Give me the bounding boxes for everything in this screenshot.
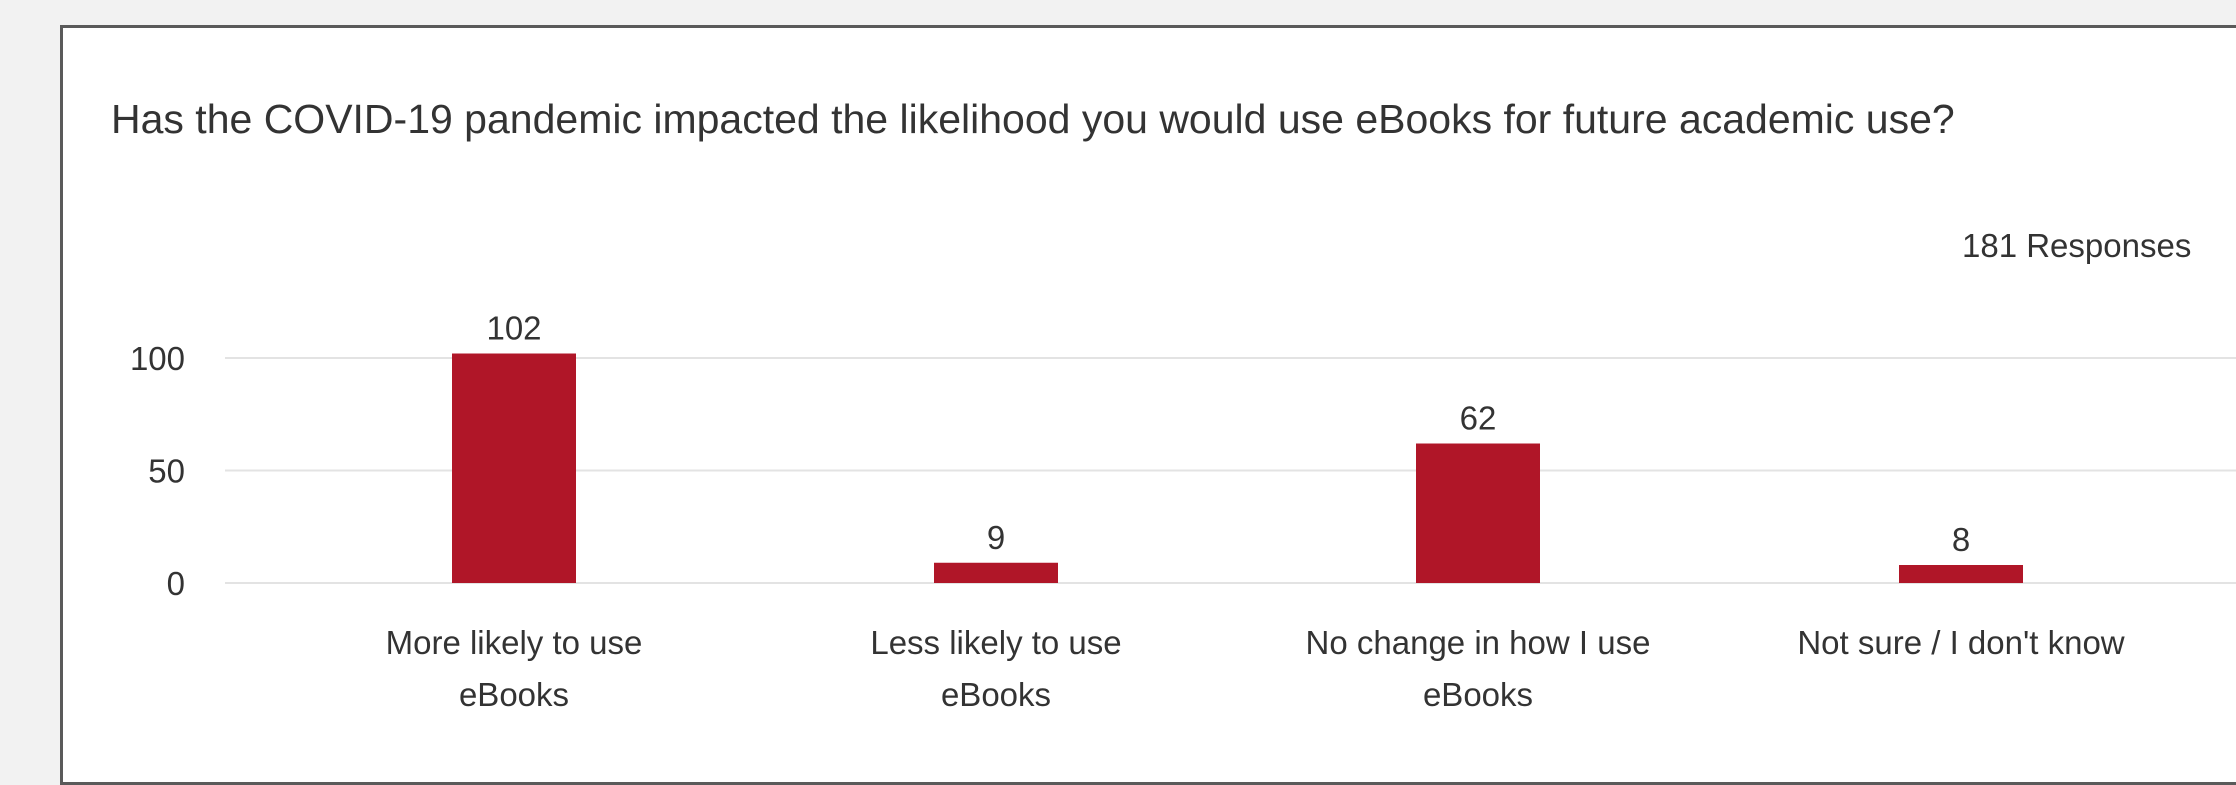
responses-count: 181 Responses [1962, 227, 2192, 264]
x-category-label-line: eBooks [941, 676, 1051, 713]
data-label: 9 [987, 519, 1005, 556]
data-labels: 102 9 62 8 [486, 310, 1970, 559]
x-category-label-line: eBooks [459, 676, 569, 713]
bar [934, 562, 1058, 583]
data-label: 8 [1952, 521, 1970, 558]
x-category-label-line: No change in how I use [1306, 624, 1651, 661]
y-tick-label: 50 [148, 453, 185, 490]
question-card [60, 25, 2236, 785]
y-tick-label: 0 [167, 565, 185, 602]
bar [1899, 565, 2023, 583]
bar [452, 353, 576, 583]
x-category-label-line: More likely to use [386, 624, 643, 661]
data-label: 62 [1460, 400, 1497, 437]
x-category-label-line: eBooks [1423, 676, 1533, 713]
question-title: Has the COVID-19 pandemic impacted the l… [111, 96, 1955, 142]
x-category-label: No change in how I use eBooks [1306, 624, 1651, 713]
bars [452, 353, 2023, 583]
x-category-label: More likely to use eBooks [386, 624, 643, 713]
x-category-label-line: Not sure / I don't know [1797, 624, 2124, 661]
y-tick-label: 100 [130, 340, 185, 377]
y-axis-ticks: 0 50 100 [130, 340, 185, 602]
x-category-label: Less likely to use eBooks [870, 624, 1121, 713]
data-label: 102 [486, 310, 541, 347]
x-category-label: Not sure / I don't know [1797, 624, 2124, 661]
bar [1416, 443, 1540, 583]
x-category-label-line: Less likely to use [870, 624, 1121, 661]
